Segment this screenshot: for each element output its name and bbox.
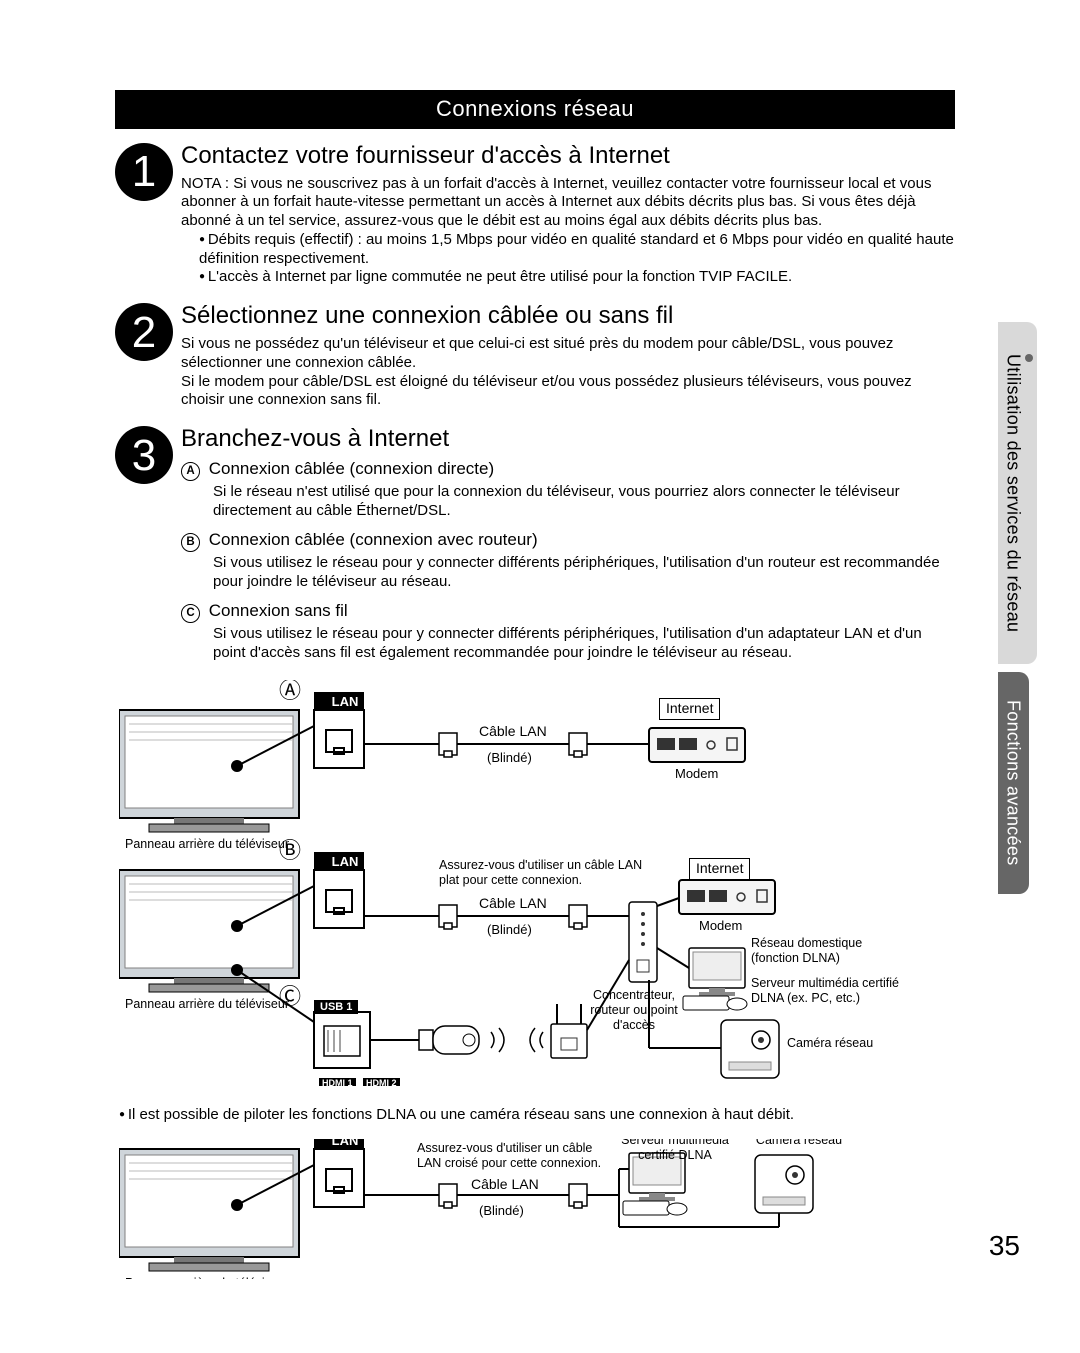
step-2-badge: 2: [115, 303, 173, 361]
step-1-title: Contactez votre fournisseur d'accès à In…: [181, 141, 955, 171]
cable-lan-A: Câble LAN: [479, 723, 547, 739]
hdmi1-badge: HDMI 1: [319, 1078, 356, 1086]
step-2: 2 Sélectionnez une connexion câblée ou s…: [115, 301, 955, 410]
step-3: 3 Branchez-vous à Internet A Connexion c…: [115, 424, 955, 662]
tv-back-label-B: Panneau arrière du téléviseur: [125, 997, 289, 1011]
sidebar-tab2-label: Fonctions avancées: [1002, 700, 1025, 866]
diagram-marker-B: Ⓑ: [279, 838, 301, 863]
tv-back-label-D: Panneau arrière du téléviseur: [125, 1276, 289, 1279]
internet-box-B: Internet: [689, 858, 750, 880]
step-3-subC-title: Connexion sans fil: [209, 601, 348, 620]
sidebar-dot-icon: [1025, 354, 1033, 362]
cable-lan-B: Câble LAN: [479, 895, 547, 911]
step-2-extra: Si le modem pour câble/DSL est éloigné d…: [181, 373, 955, 411]
modem-label-B: Modem: [699, 918, 742, 933]
sidebar-tab-advanced: Fonctions avancées: [998, 672, 1029, 894]
marker-B-icon: B: [181, 533, 200, 552]
step-2-title: Sélectionnez une connexion câblée ou san…: [181, 301, 955, 331]
netcam-label-D: Caméra réseau: [739, 1139, 859, 1148]
shielded-D: (Blindé): [479, 1203, 524, 1218]
dlna-server-short: Serveur multimédia certifié DLNA: [605, 1139, 745, 1163]
step-1-bullet-1: Débits requis (effectif) : au moins 1,5 …: [181, 231, 955, 269]
diagram-svg: Ⓐ LAN Panneau arrière du téléviseur Câbl…: [119, 680, 959, 1100]
flat-cable-note: Assurez-vous d'utiliser un câble LAN pla…: [439, 858, 649, 888]
step-1-badge: 1: [115, 143, 173, 201]
step-3-subA-body: Si le réseau n'est utilisé que pour la c…: [181, 483, 955, 521]
hdmi2-badge: HDMI 2: [363, 1078, 400, 1086]
lan-badge-D: LAN: [314, 1139, 364, 1149]
netcam-label: Caméra réseau: [787, 1036, 907, 1051]
step-3-subB: B Connexion câblée (connexion avec route…: [181, 529, 955, 552]
marker-C-icon: C: [181, 604, 200, 623]
modem-label-A: Modem: [675, 766, 718, 781]
step-3-subC: C Connexion sans fil: [181, 600, 955, 623]
step-2-intro: Si vous ne possédez qu'un téléviseur et …: [181, 335, 955, 373]
diagram-svg-lower: Panneau arrière du téléviseur LAN Assure…: [119, 1139, 959, 1279]
cable-lan-D: Câble LAN: [471, 1176, 539, 1192]
diagram-footnote: Il est possible de piloter les fonctions…: [119, 1106, 955, 1125]
tv-back-label-A: Panneau arrière du téléviseur: [125, 837, 289, 851]
step-1-intro: NOTA : Si vous ne souscrivez pas à un fo…: [181, 175, 955, 231]
connection-diagram: Ⓐ LAN Panneau arrière du téléviseur Câbl…: [119, 680, 955, 1279]
step-1-bullet-2: L'accès à Internet par ligne commutée ne…: [181, 268, 955, 287]
step-3-subA-title: Connexion câblée (connexion directe): [209, 459, 494, 478]
step-3-badge: 3: [115, 426, 173, 484]
dlna-server-label: Serveur multimédia certifié DLNA (ex. PC…: [751, 976, 901, 1006]
lan-badge-A: LAN: [314, 692, 364, 710]
step-3-subB-body: Si vous utilisez le réseau pour y connec…: [181, 554, 955, 592]
diagram-marker-A: Ⓐ: [279, 680, 301, 703]
shielded-B: (Blindé): [487, 922, 532, 937]
step-3-title: Branchez-vous à Internet: [181, 424, 955, 454]
step-3-subB-title: Connexion câblée (connexion avec routeur…: [209, 530, 538, 549]
lan-badge-B: LAN: [314, 852, 364, 870]
step-3-subC-body: Si vous utilisez le réseau pour y connec…: [181, 625, 955, 663]
internet-box-A: Internet: [659, 698, 720, 720]
page-content: Connexions réseau 1 Contactez votre four…: [115, 90, 955, 1279]
sidebar-tabs: Utilisation des services du réseau Fonct…: [998, 322, 1032, 902]
usb-badge: USB 1: [314, 1000, 358, 1014]
home-net-label: Réseau domestique (fonction DLNA): [751, 936, 881, 966]
sidebar-tab-services: Utilisation des services du réseau: [998, 322, 1037, 664]
sidebar-tab1-label: Utilisation des services du réseau: [1004, 354, 1024, 632]
step-3-subA: A Connexion câblée (connexion directe): [181, 458, 955, 481]
hub-label: Concentrateur, routeur ou point d'accès: [579, 988, 689, 1033]
marker-A-icon: A: [181, 462, 200, 481]
page-number: 35: [989, 1228, 1020, 1263]
step-1: 1 Contactez votre fournisseur d'accès à …: [115, 141, 955, 288]
section-header: Connexions réseau: [115, 90, 955, 129]
cross-cable-note: Assurez-vous d'utiliser un câble LAN cro…: [417, 1141, 617, 1171]
shielded-A: (Blindé): [487, 750, 532, 765]
